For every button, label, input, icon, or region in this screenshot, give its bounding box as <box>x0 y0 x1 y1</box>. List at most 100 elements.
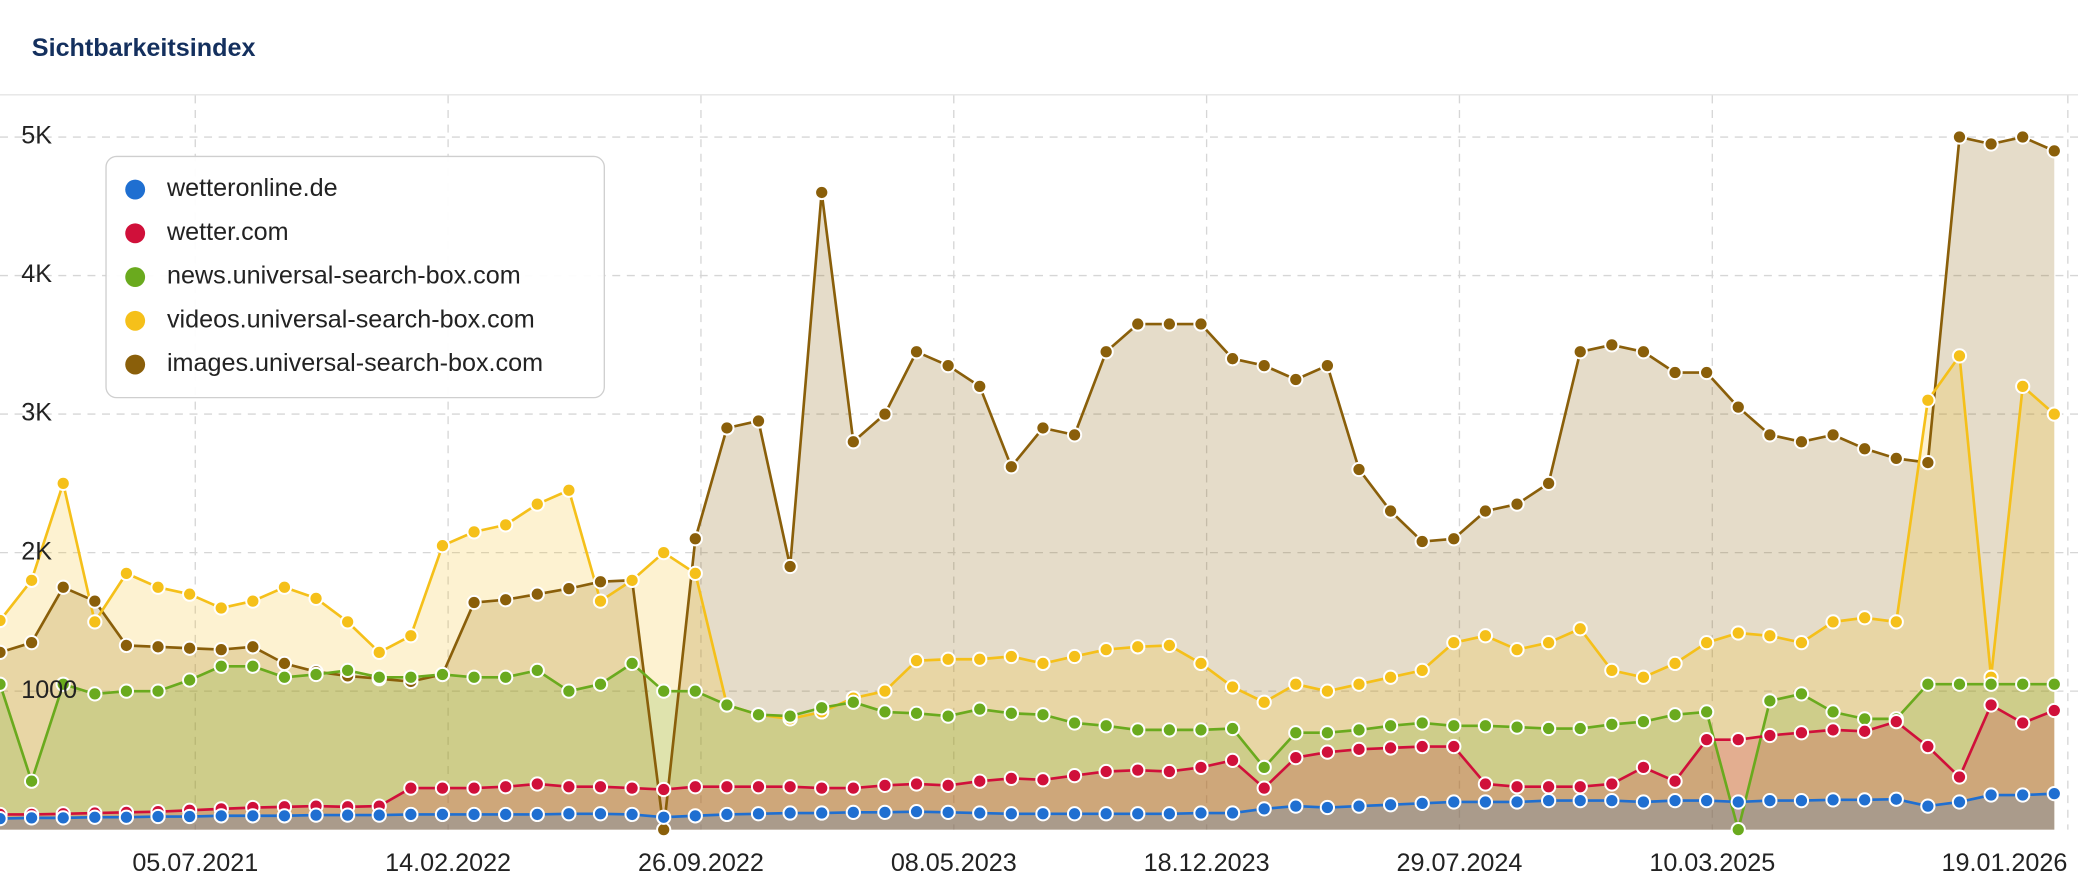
data-point <box>1604 716 1620 733</box>
series-area <box>0 355 2055 830</box>
data-point <box>1604 337 1620 353</box>
data-point <box>1762 628 1778 644</box>
data-point <box>1793 792 1810 809</box>
data-point <box>845 694 861 710</box>
data-point <box>87 593 103 609</box>
data-point <box>1098 806 1114 822</box>
data-point <box>1193 316 1209 332</box>
data-point <box>1477 718 1494 734</box>
data-point <box>561 806 577 822</box>
data-point <box>1446 718 1462 734</box>
data-point <box>814 184 830 201</box>
data-point <box>2015 378 2031 395</box>
data-point <box>1635 794 1652 810</box>
data-point <box>1541 475 1557 491</box>
data-point <box>877 406 893 422</box>
data-point <box>1256 780 1272 796</box>
data-point <box>1541 720 1557 737</box>
data-point <box>371 807 387 823</box>
data-point <box>1130 639 1146 655</box>
data-point <box>1920 676 1936 692</box>
legend-label: wetteronline.de <box>166 174 338 202</box>
data-point <box>1920 454 1936 471</box>
data-point <box>118 683 135 699</box>
data-point <box>1857 723 1873 739</box>
data-point <box>1951 794 1968 810</box>
data-point <box>529 496 545 512</box>
data-point <box>498 779 514 795</box>
data-point <box>2046 676 2062 692</box>
data-point <box>1667 707 1683 723</box>
data-point <box>908 776 925 792</box>
data-point <box>1509 794 1525 810</box>
data-point <box>308 666 324 683</box>
data-point <box>1635 714 1652 730</box>
data-point <box>1130 762 1146 778</box>
data-point <box>308 807 324 823</box>
data-point <box>1003 648 1019 665</box>
data-point <box>1667 792 1683 809</box>
data-point <box>1477 628 1494 644</box>
data-point <box>182 808 198 825</box>
data-point <box>972 701 988 717</box>
data-point <box>0 676 8 692</box>
data-point <box>55 579 71 595</box>
data-point <box>1193 655 1209 672</box>
data-point <box>434 666 451 683</box>
data-point <box>687 683 703 699</box>
data-point <box>1161 637 1177 654</box>
data-point <box>1762 727 1778 744</box>
data-point <box>1572 792 1588 809</box>
data-point <box>434 806 451 823</box>
data-point <box>592 806 609 822</box>
data-point <box>1319 799 1336 816</box>
data-point <box>1762 792 1778 809</box>
data-point <box>245 639 261 655</box>
data-point <box>1319 683 1336 699</box>
data-point <box>1730 794 1746 810</box>
data-point <box>1635 759 1652 775</box>
series-area <box>0 793 2055 830</box>
data-point <box>656 781 672 798</box>
data-point <box>1351 722 1367 738</box>
data-point <box>2015 676 2031 692</box>
data-point <box>1730 732 1746 748</box>
data-point <box>1130 806 1146 822</box>
data-point <box>1414 795 1430 811</box>
data-point <box>782 558 798 575</box>
data-point <box>1825 722 1841 738</box>
data-point <box>23 810 40 826</box>
data-point <box>1193 759 1209 775</box>
data-point <box>1667 364 1683 381</box>
data-point <box>1888 450 1904 467</box>
data-point <box>1035 655 1051 672</box>
data-point <box>1793 686 1810 702</box>
data-point <box>1003 459 1019 475</box>
data-point <box>940 357 956 374</box>
data-point <box>1098 344 1114 360</box>
data-point <box>1414 738 1430 755</box>
data-point <box>1793 434 1810 450</box>
data-point <box>2046 786 2062 802</box>
data-point <box>245 593 261 609</box>
data-point <box>150 683 166 699</box>
data-point <box>23 635 40 651</box>
data-point <box>55 676 71 692</box>
data-point <box>213 641 229 658</box>
data-point <box>940 651 956 667</box>
data-point <box>624 780 640 796</box>
data-point <box>1066 427 1083 443</box>
data-point <box>1667 773 1683 789</box>
data-point <box>1161 806 1177 822</box>
x-tick-label: 26.09.2022 <box>638 849 764 877</box>
data-point <box>1857 711 1873 727</box>
data-point <box>782 805 798 821</box>
data-point <box>2015 787 2031 803</box>
data-point <box>1446 794 1462 810</box>
data-point <box>1035 806 1051 822</box>
data-point <box>403 806 419 823</box>
data-point <box>1382 503 1399 519</box>
data-point <box>592 779 609 795</box>
data-point <box>656 822 672 838</box>
data-point <box>150 639 166 655</box>
